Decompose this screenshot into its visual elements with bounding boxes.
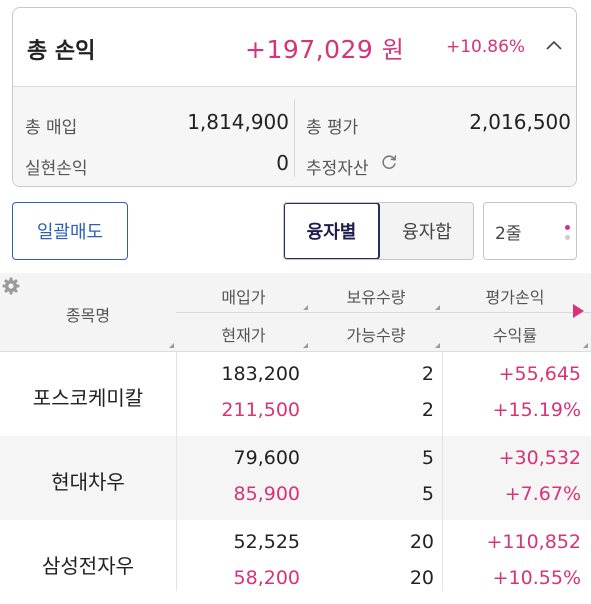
table-row[interactable]: 현대차우 79,600 85,900 5 5 +30,532 +7.67% [0,436,591,520]
return-rate: +10.55% [492,567,581,589]
summary-header[interactable]: 총 손익 +197,029 원 +10.86% [13,8,576,87]
holding-qty: 2 [421,363,434,385]
stock-name: 현대차우 [51,469,125,494]
return-rate: +7.67% [504,483,581,505]
sort-corner [435,343,440,348]
eval-pl: +55,645 [498,363,581,385]
header-current-price[interactable]: 현재가 [221,326,266,345]
holding-qty: 5 [421,447,434,469]
loan-view-toggle: 융자별 융자합 [283,202,474,260]
currency-unit: 원 [381,36,405,64]
summary-divider [294,99,295,177]
chevron-up-icon[interactable] [546,40,562,50]
table-header: 종목명 매입가 현재가 보유수량 가능수량 평가손익 수익률 [0,273,591,352]
summary-title: 총 손익 [27,39,96,64]
total-profit-amount: +197,029 원 [245,30,404,65]
bulk-sell-button[interactable]: 일괄매도 [12,202,128,260]
current-price: 211,500 [221,399,300,421]
available-qty: 5 [421,483,434,505]
eval-pl: +30,532 [498,447,581,469]
holding-qty: 20 [409,531,434,553]
scroll-right-icon[interactable] [573,304,584,318]
dots-icon [565,225,570,230]
column-divider [442,352,443,591]
available-qty: 2 [421,399,434,421]
current-price: 58,200 [233,567,300,589]
summary-details: 총 매입 1,814,900 실현손익 0 총 평가 2,016,500 추정자… [13,87,576,186]
tab-loan-total[interactable]: 융자합 [380,203,473,259]
sort-corner [303,343,308,348]
rows-selector-value: 2줄 [495,223,522,244]
table-row[interactable]: 포스코케미칼 183,200 211,500 2 2 +55,645 +15.1… [0,352,591,436]
sort-corner [169,343,174,348]
total-profit-rate: +10.86% [446,37,526,57]
stock-name: 삼성전자우 [42,553,134,578]
total-purchase-label: 총 매입 [25,118,78,138]
realized-pl-value: 0 [276,151,289,175]
tab-by-loan[interactable]: 융자별 [284,203,380,259]
sort-corner [303,305,308,310]
return-rate: +15.19% [492,399,581,421]
header-return-rate[interactable]: 수익률 [492,326,538,345]
estimated-assets-label: 추정자산 [306,159,369,179]
table-row[interactable]: 삼성전자우 52,525 58,200 20 20 +110,852 +10.5… [0,520,591,604]
header-purchase-price[interactable]: 매입가 [221,288,266,307]
total-evaluation-value: 2,016,500 [469,110,571,134]
purchase-price: 183,200 [221,363,300,385]
header-eval-pl[interactable]: 평가손익 [485,288,545,307]
gear-icon[interactable] [2,277,20,295]
current-price: 85,900 [233,483,300,505]
column-divider [176,352,177,591]
purchase-price: 52,525 [233,531,300,553]
total-purchase-value: 1,814,900 [187,110,289,134]
stock-name: 포스코케미칼 [32,385,144,410]
total-evaluation-label: 총 평가 [306,118,359,138]
total-profit-value: +197,029 [245,35,374,64]
rows-per-item-selector[interactable]: 2줄 [483,202,577,260]
refresh-icon[interactable] [380,153,398,171]
eval-pl: +110,852 [486,531,582,553]
profit-summary-card: 총 손익 +197,029 원 +10.86% 총 매입 1,814,900 실… [12,7,577,187]
header-holding-qty[interactable]: 보유수량 [346,288,406,307]
header-stock-name[interactable]: 종목명 [65,306,111,325]
dots-icon [565,235,570,240]
header-divider [176,312,591,313]
header-available-qty[interactable]: 가능수량 [346,326,406,345]
realized-pl-label: 실현손익 [25,159,88,179]
sort-corner [435,305,440,310]
available-qty: 20 [409,567,434,589]
purchase-price: 79,600 [233,447,300,469]
sort-corner [583,343,588,348]
